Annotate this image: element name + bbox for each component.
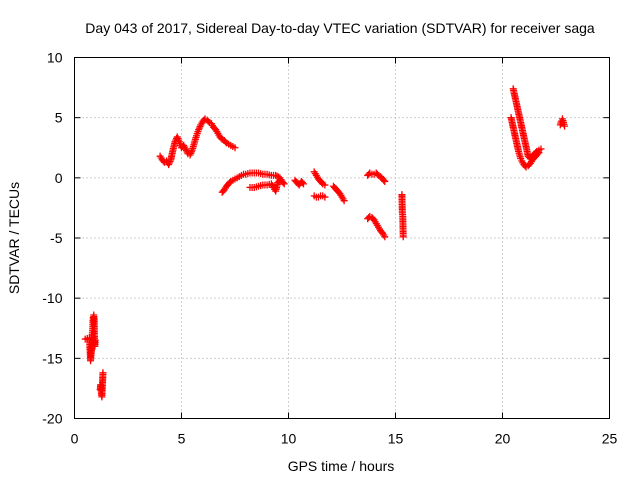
y-tick-label: -10 (42, 290, 62, 306)
data-point (187, 148, 195, 156)
y-tick-label: -15 (42, 350, 62, 366)
grid (74, 57, 610, 419)
y-tick-label: -5 (50, 230, 63, 246)
data-point (380, 176, 388, 184)
axis-ticks: 0 5 10 15 20 25 -20 -15 -10 -5 0 5 10 (42, 50, 617, 447)
data-point (99, 369, 107, 377)
data-point (174, 135, 182, 143)
data-point (381, 177, 389, 185)
x-tick-label: 5 (178, 431, 186, 447)
y-tick-label: 10 (47, 50, 63, 66)
data-point (534, 150, 542, 158)
x-tick-label: 0 (71, 431, 79, 447)
chart-title: Day 043 of 2017, Sidereal Day-to-day VTE… (85, 20, 595, 36)
x-tick-label: 20 (495, 431, 511, 447)
data-point (381, 233, 389, 241)
data-point (399, 233, 407, 241)
x-tick-label: 25 (602, 431, 618, 447)
data-point (175, 136, 183, 144)
data-point (187, 149, 195, 157)
data-point (173, 133, 181, 141)
x-axis-label: GPS time / hours (288, 458, 395, 474)
data-point (276, 176, 284, 184)
data-point (91, 336, 99, 344)
data-point (537, 145, 545, 153)
data-point (298, 179, 306, 187)
data-point (299, 180, 307, 188)
y-tick-label: -20 (42, 411, 62, 427)
data-point (165, 161, 173, 169)
y-tick-label: 5 (55, 110, 63, 126)
data-point (321, 193, 329, 201)
data-point (186, 151, 194, 159)
data-point (182, 145, 190, 153)
data-marks (81, 85, 569, 401)
y-axis-label: SDTVAR / TECUs (6, 182, 22, 294)
data-point (535, 149, 543, 157)
data-point (280, 180, 288, 188)
data-point (561, 122, 569, 130)
data-point (195, 126, 203, 134)
x-tick-label: 15 (388, 431, 404, 447)
data-point (165, 159, 173, 167)
y-tick-label: 0 (55, 170, 63, 186)
x-tick-label: 10 (281, 431, 297, 447)
data-point (166, 157, 174, 165)
data-point (275, 177, 283, 185)
data-point (231, 144, 239, 152)
data-point (321, 181, 329, 189)
data-point (340, 197, 348, 205)
data-point (195, 124, 203, 132)
